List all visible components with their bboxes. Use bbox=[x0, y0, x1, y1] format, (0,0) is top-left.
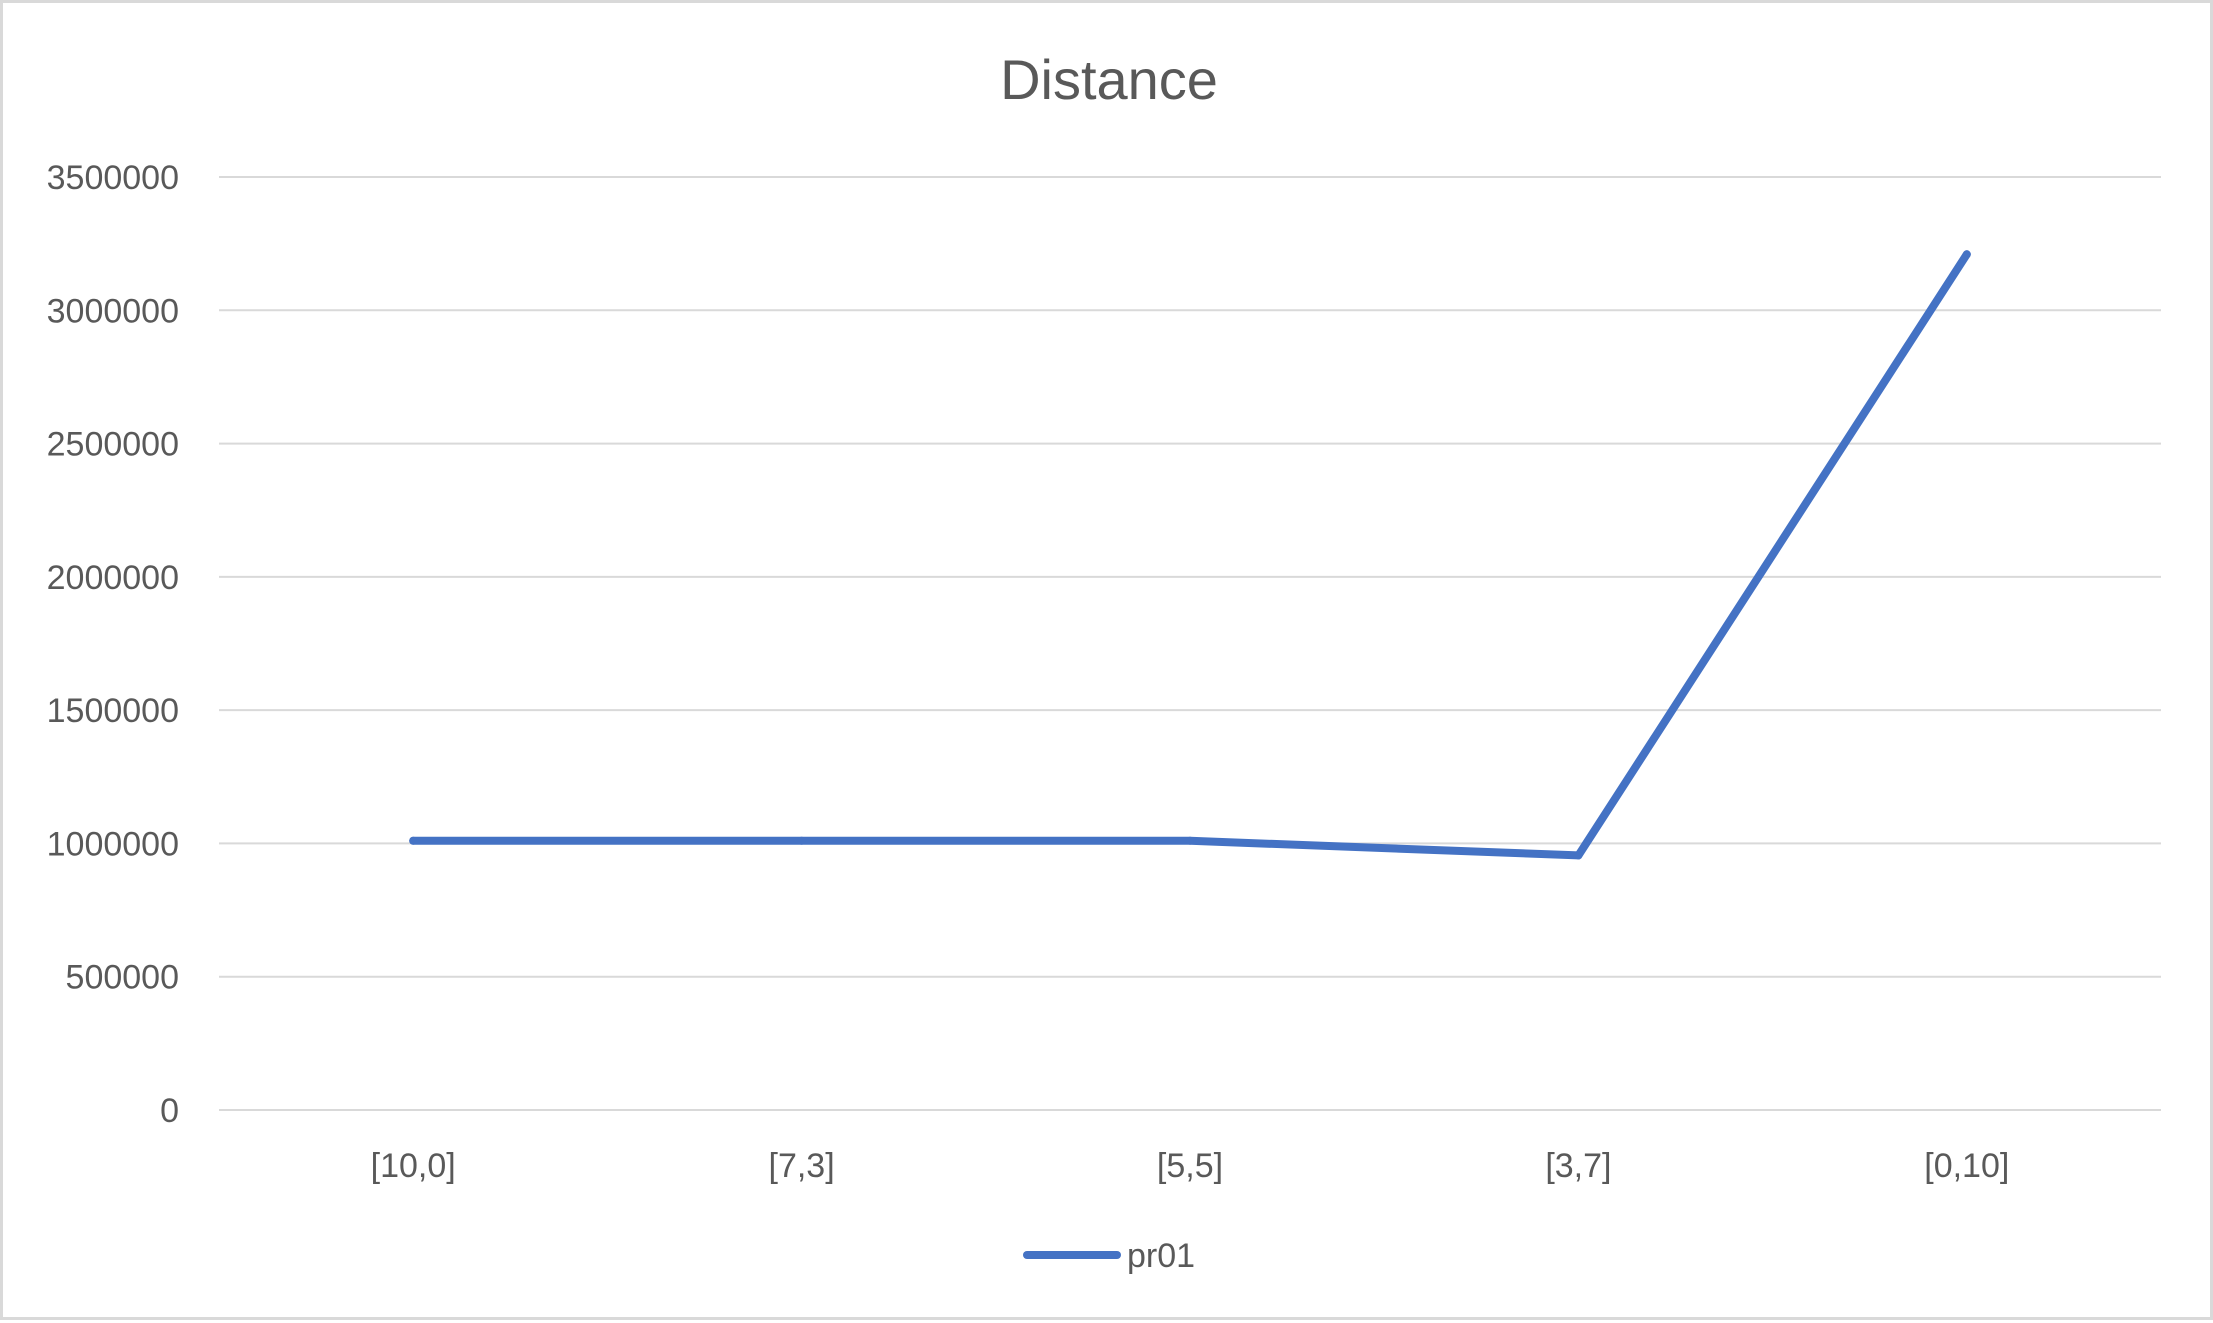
x-tick-label: [0,10] bbox=[1924, 1147, 2009, 1185]
y-tick-label: 1500000 bbox=[47, 692, 179, 730]
plot-series bbox=[409, 250, 1971, 860]
data-point bbox=[409, 836, 418, 845]
data-point bbox=[797, 836, 806, 845]
data-point bbox=[1186, 836, 1194, 845]
data-point bbox=[1962, 250, 1971, 259]
series-line-pr01 bbox=[409, 250, 1971, 860]
chart-title: Distance bbox=[1000, 48, 1218, 111]
x-tick-label: [7,3] bbox=[769, 1147, 835, 1185]
y-tick-label: 3000000 bbox=[47, 292, 179, 330]
x-axis-tick-labels: [10,0] [7,3] [5,5] [3,7] [0,10] bbox=[371, 1147, 2010, 1185]
y-axis-tick-labels: 0 500000 1000000 1500000 2000000 2500000 30000… bbox=[47, 159, 179, 1130]
x-tick-label: [10,0] bbox=[371, 1147, 456, 1185]
line-chart: Distance 0 500000 1000000 1500000 2000000 250… bbox=[47, 48, 2161, 1275]
x-tick-label: [5,5] bbox=[1157, 1147, 1223, 1185]
y-tick-label: 3500000 bbox=[47, 159, 179, 197]
y-tick-label: 2000000 bbox=[47, 559, 179, 597]
gridlines bbox=[219, 176, 2161, 1111]
legend-label: pr01 bbox=[1127, 1237, 1195, 1275]
data-point bbox=[1574, 851, 1583, 860]
y-tick-label: 500000 bbox=[66, 959, 179, 997]
y-tick-label: 1000000 bbox=[47, 825, 179, 863]
legend: pr01 bbox=[1023, 1237, 1195, 1275]
y-tick-label: 0 bbox=[160, 1092, 179, 1130]
y-tick-label: 2500000 bbox=[47, 426, 179, 464]
x-tick-label: [3,7] bbox=[1545, 1147, 1611, 1185]
